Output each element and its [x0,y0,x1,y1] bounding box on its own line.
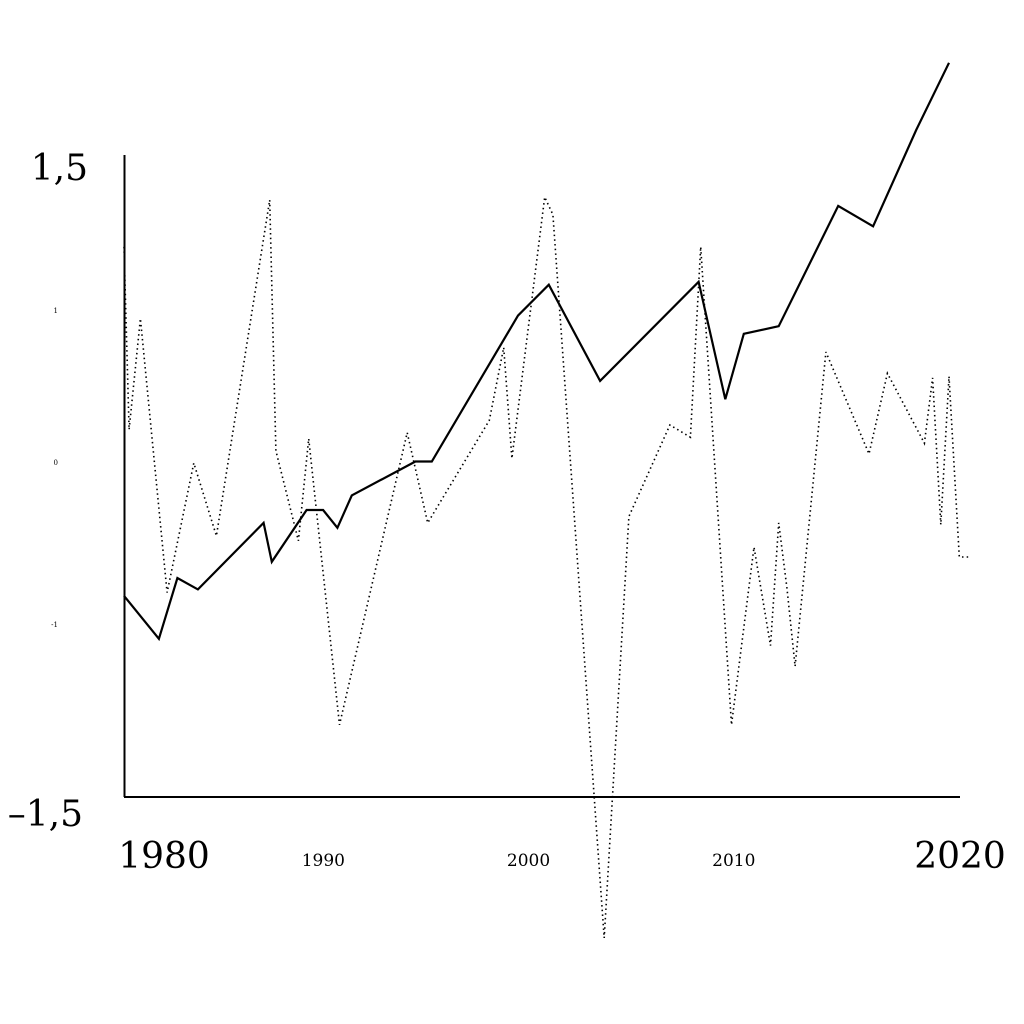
x-tick-label: 1990 [302,851,345,871]
series-layer [123,62,970,939]
x-tick-label: 2020 [914,836,1006,877]
x-tick-label: 1980 [118,836,210,877]
x-tick-label: 2000 [507,851,550,871]
y-tick-labels: 1,5 1 0 -1 –1,5 [8,148,88,835]
x-tick-label: 2010 [712,851,755,871]
y-tick-label: 1 [54,307,58,315]
y-tick-label: –1,5 [8,794,83,835]
y-tick-label: 0 [54,459,58,467]
y-tick-label: -1 [51,621,58,629]
series-line-dotted [123,194,970,939]
x-tick-labels: 1980 1990 2000 2010 2020 [118,836,1006,877]
y-tick-label: 1,5 [31,148,88,189]
series-line-solid [123,62,950,642]
